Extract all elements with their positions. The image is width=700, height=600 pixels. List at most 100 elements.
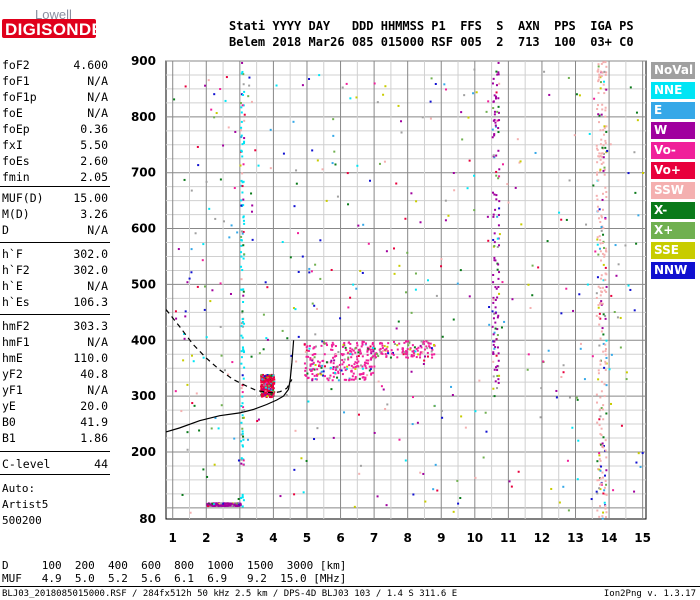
echo-dot [248,76,251,79]
echo-dot [354,347,357,350]
param-value: 1.86 [80,431,108,445]
echo-dot [370,357,373,360]
echo-dot [492,107,495,110]
echo-dot [431,356,434,359]
echo-dot [379,341,382,344]
echo-dot [434,463,437,466]
param-value: 20.0 [80,399,108,413]
param-row-muf-d-: MUF(D) 15.00 [2,190,108,206]
echo-dot [600,427,603,430]
echo-dot [321,360,324,363]
echo-dot [496,110,499,113]
echo-dot [492,155,495,158]
echo-dot [602,161,605,164]
echo-dot [496,369,499,372]
echo-dot [600,443,603,446]
echo-dot [307,355,310,358]
echo-dot [347,341,350,344]
param-row-ye: yE 20.0 [2,398,108,414]
echo-dot [240,362,243,365]
y-tick-label: 80 [139,512,156,526]
x-tick-label: 13 [567,531,584,545]
echo-dot [240,462,243,465]
param-row-foes: foEs 2.60 [2,153,108,169]
echo-dot [360,373,363,376]
echo-dot [235,502,238,505]
echo-dot [281,329,284,332]
echo-dot [332,134,335,137]
echo-dot [605,356,608,359]
echo-dot [317,360,320,363]
echo-dot [604,343,607,346]
echo-dot [272,392,275,395]
echo-dot [496,328,499,331]
echo-dot [603,383,606,386]
echo-dot [422,472,425,475]
echo-dot [600,62,603,65]
echo-dot [392,340,395,343]
echo-dot [231,504,234,507]
echo-dot [597,217,600,220]
echo-dot [432,488,435,491]
echo-dot [493,331,496,334]
echo-dot [599,363,602,366]
echo-dot [195,392,198,395]
echo-dot [347,203,350,206]
echo-dot [267,387,270,390]
echo-dot [460,415,463,418]
echo-dot [320,373,323,376]
echo-dot [337,372,340,375]
y-tick-label: 800 [131,110,156,124]
echo-dot [240,111,243,114]
echo-dot [225,76,228,79]
echo-dot [240,356,243,359]
echo-dot [174,390,177,393]
echo-dot [385,250,388,253]
echo-dot [341,373,344,376]
echo-dot [357,224,360,227]
echo-dot [357,360,360,363]
echo-dot [241,416,244,419]
legend-item-x-: X- [651,202,695,219]
echo-dot [240,230,243,233]
echo-dot [223,504,226,507]
echo-dot [635,242,638,245]
echo-dot [450,385,453,388]
echo-dot [485,430,488,433]
echo-dot [392,353,395,356]
echo-dot [332,362,335,365]
echo-dot [196,145,199,148]
echo-dot [364,378,367,381]
echo-dot [529,306,532,309]
artist-label: Artist5 [2,498,49,511]
echo-dot [341,363,344,366]
echo-dot [496,73,499,76]
echo-dot [210,108,213,111]
echo-dot [229,504,232,507]
echo-dot [440,265,443,268]
echo-dot [602,144,605,147]
echo-dot [304,350,307,353]
echo-dot [441,335,444,338]
echo-dot [233,437,236,440]
echo-dot [332,356,335,359]
echo-dot [493,94,496,97]
echo-dot [494,97,497,100]
echo-dot [336,195,339,198]
echo-dot [579,347,582,350]
echo-dot [345,378,348,381]
echo-dot [597,369,600,372]
echo-dot [355,287,358,290]
echo-dot [390,349,393,352]
echo-dot [369,345,372,348]
echo-dot [240,239,243,242]
echo-dot [599,239,602,242]
echo-dot [269,387,272,390]
echo-dot [196,285,199,288]
echo-dot [603,152,606,155]
echo-dot [344,369,347,372]
param-name: hmF1 [2,335,30,349]
echo-dot [451,394,454,397]
param-value: 5.50 [80,138,108,152]
echo-dot [370,350,373,353]
